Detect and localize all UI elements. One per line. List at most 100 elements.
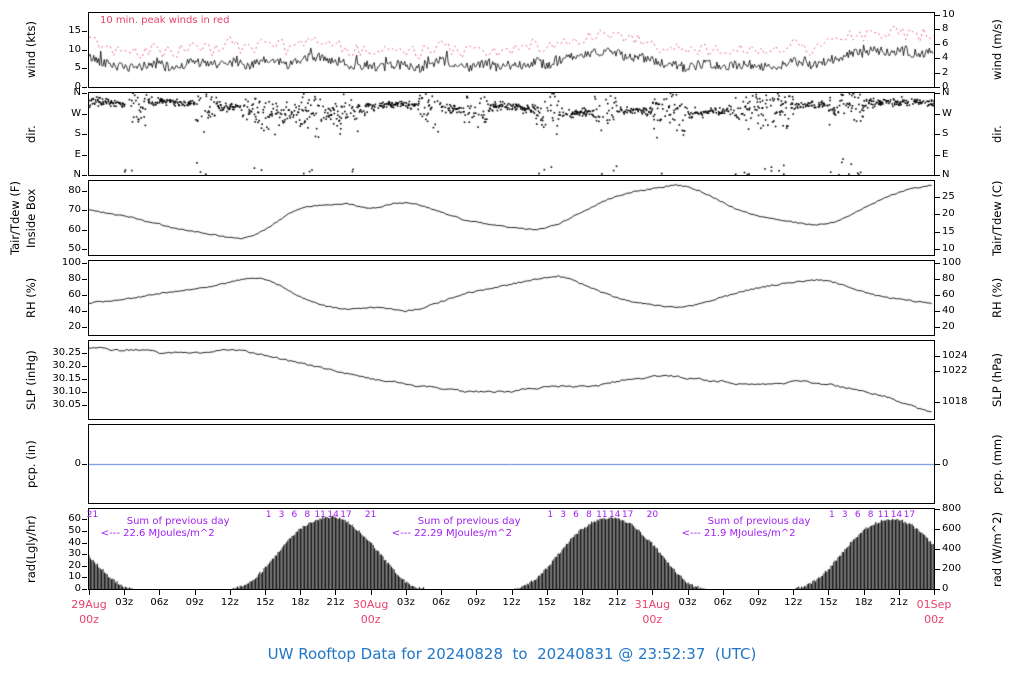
rad-sum-line2: <--- 21.9 MJoules/m^2 [681, 528, 796, 539]
y-tick-mark [935, 401, 940, 403]
y-tick-label-left-rad: 20 [68, 559, 81, 571]
x-tick-label: 09z [748, 597, 767, 608]
y-tick-mark [935, 87, 940, 88]
y-tick-mark [935, 569, 940, 571]
rad-cumulative-label: 6 [854, 510, 861, 520]
panel-rad [88, 508, 935, 590]
rad-cumulative-label: 3 [278, 510, 285, 520]
x-tick-label: 09z [467, 597, 486, 608]
x-day-label: 31Aug 00z [635, 597, 670, 627]
x-day-time: 00z [79, 613, 99, 626]
axis-label-left-wind: wind (kts) [24, 21, 38, 79]
rad-sum-annotation: Sum of previous day <--- 22.29 MJoules/m^… [392, 516, 521, 540]
y-tick-label-left-rh: 20 [68, 321, 81, 333]
panel-wind [88, 12, 935, 88]
x-tick-label: 18z [854, 597, 873, 608]
y-tick-mark [82, 295, 87, 297]
rad-sum-line1: Sum of previous day [417, 516, 521, 527]
y-tick-label-right-dir: E [942, 148, 949, 160]
axis-label-left-pcp: pcp. (in) [24, 440, 38, 488]
x-tick-mark [828, 590, 830, 595]
rad-sum-line1: Sum of previous day [126, 516, 230, 527]
y-tick-label-right-rh: 100 [942, 257, 962, 269]
rad-cumulative-label: 14 [327, 510, 339, 520]
rad-sum-line2: <--- 22.29 MJoules/m^2 [391, 528, 512, 539]
y-tick-label-left-slp: 30.05 [52, 398, 81, 410]
y-tick-label-right-temp: 20 [942, 208, 955, 220]
y-tick-mark [935, 72, 940, 74]
x-tick-label: 03z [396, 597, 415, 608]
y-tick-label-right-rad: 400 [942, 543, 962, 555]
x-tick-mark [300, 590, 302, 595]
x-tick-mark [687, 590, 689, 595]
y-tick-mark [935, 134, 940, 135]
x-tick-mark [898, 590, 900, 595]
y-tick-mark [935, 263, 940, 265]
y-tick-label-left-pcp: 0 [74, 458, 81, 469]
rad-plot [89, 509, 934, 589]
x-tick-mark [581, 590, 583, 595]
y-tick-mark [935, 113, 940, 115]
axis-label-left-temp: Tair/Tdew (F) [8, 181, 22, 256]
y-tick-mark [82, 279, 87, 281]
x-tick-mark [124, 590, 126, 595]
y-tick-mark [935, 464, 940, 465]
x-tick-label: 03z [678, 597, 697, 608]
rad-cumulative-label: 1 [265, 510, 272, 520]
x-tick-mark [159, 590, 161, 595]
y-tick-label-left-rh: 100 [61, 257, 81, 269]
x-tick-label: 03z [115, 597, 134, 608]
rad-cumulative-label: 14 [609, 510, 621, 520]
y-tick-label-left-rh: 80 [68, 273, 81, 285]
y-tick-mark [82, 31, 87, 33]
y-tick-label-right-wind: 2 [942, 66, 949, 78]
temp-plot [89, 181, 934, 255]
x-day-label: 29Aug 00z [71, 597, 106, 627]
y-tick-mark [82, 190, 87, 192]
rad-sum-line2: <--- 22.6 MJoules/m^2 [100, 528, 215, 539]
y-tick-mark [82, 531, 87, 533]
y-tick-label-right-slp: 1024 [942, 349, 968, 361]
rad-cumulative-label: 6 [291, 510, 298, 520]
x-tick-label: 21z [326, 597, 345, 608]
x-tick-label: 18z [291, 597, 310, 608]
y-tick-mark [82, 134, 87, 135]
y-tick-label-left-dir: N [73, 169, 81, 180]
rad-sum-line1: Sum of previous day [707, 516, 811, 527]
x-day-time: 00z [642, 613, 663, 626]
y-tick-mark [82, 542, 87, 544]
y-tick-mark [82, 565, 87, 567]
rad-cumulative-label: 8 [586, 510, 592, 520]
y-tick-label-left-wind: 15 [68, 25, 81, 37]
y-tick-label-left-dir: N [73, 87, 81, 98]
x-day-date: 31Aug [634, 598, 671, 611]
pcp-plot [89, 425, 934, 503]
y-tick-label-left-wind: 5 [74, 62, 81, 74]
peak-wind-legend: 10 min. peak winds in red [100, 15, 230, 26]
y-tick-label-left-rad: 30 [68, 548, 81, 560]
axis-label-left2-temp: Inside Box [24, 188, 38, 248]
rad-cumulative-label: 1 [829, 510, 835, 520]
y-tick-mark [935, 295, 940, 297]
y-tick-mark [82, 365, 87, 367]
y-tick-mark [82, 327, 87, 329]
x-tick-mark [863, 590, 865, 595]
y-tick-label-right-dir: W [942, 107, 952, 119]
x-day-time: 00z [360, 613, 381, 626]
axis-label-right-pcp: pcp. (mm) [990, 434, 1004, 494]
y-tick-mark [82, 87, 87, 88]
rad-cumulative-label: 11 [596, 510, 608, 520]
y-tick-label-left-temp: 60 [68, 223, 81, 235]
axis-label-left-dir: dir. [24, 125, 38, 143]
y-tick-label-left-slp: 30.20 [52, 359, 81, 371]
x-tick-label: 15z [256, 597, 275, 608]
y-tick-label-left-rad: 40 [68, 536, 81, 548]
rad-cumulative-label: 11 [877, 510, 890, 520]
y-tick-mark [82, 404, 87, 406]
axis-label-left-rad: rad(Lgly/hr) [24, 515, 38, 583]
x-tick-label: 06z [432, 597, 451, 608]
y-tick-label-right-rad: 0 [942, 583, 949, 594]
axis-label-left-slp: SLP (inHg) [24, 350, 38, 410]
x-tick-mark [194, 590, 196, 595]
rad-cumulative-label: 17 [340, 510, 352, 520]
